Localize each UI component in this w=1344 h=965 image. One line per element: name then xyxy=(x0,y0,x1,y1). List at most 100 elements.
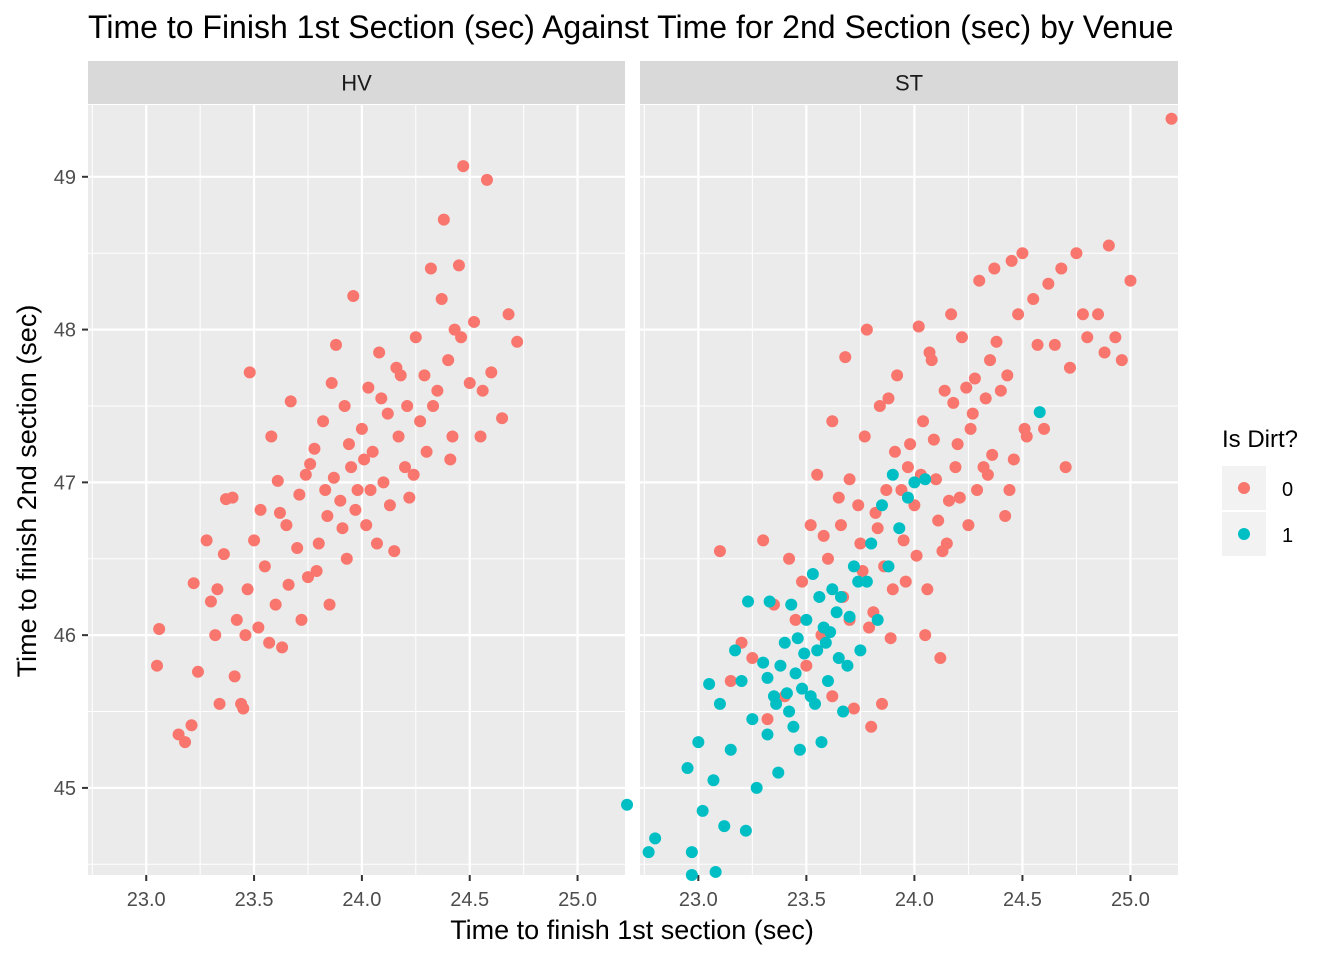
data-point-series-0 xyxy=(360,519,373,532)
data-point-series-1 xyxy=(770,697,783,710)
data-point-series-0 xyxy=(282,578,295,591)
data-point-series-0 xyxy=(789,613,802,626)
data-point-series-1 xyxy=(778,636,791,649)
data-point-series-1 xyxy=(621,798,634,811)
data-point-series-0 xyxy=(323,598,336,611)
data-point-series-1 xyxy=(860,575,873,588)
data-point-series-1 xyxy=(757,656,770,669)
data-point-series-0 xyxy=(994,384,1007,397)
data-point-series-0 xyxy=(1038,422,1051,435)
data-point-series-0 xyxy=(427,399,440,412)
data-point-series-0 xyxy=(942,494,955,507)
data-point-series-0 xyxy=(904,438,917,451)
legend-title: Is Dirt? xyxy=(1222,426,1298,453)
data-point-series-0 xyxy=(953,491,966,504)
data-point-series-0 xyxy=(860,323,873,336)
data-point-series-0 xyxy=(187,577,200,590)
data-point-series-1 xyxy=(791,632,804,645)
data-point-series-0 xyxy=(502,308,515,321)
data-point-series-0 xyxy=(899,575,912,588)
data-point-series-0 xyxy=(351,484,364,496)
data-point-series-1 xyxy=(837,705,850,718)
data-point-series-0 xyxy=(938,384,951,397)
data-point-series-0 xyxy=(930,473,943,486)
legend-key-0 xyxy=(1238,482,1250,494)
data-point-series-0 xyxy=(446,430,459,443)
data-point-series-1 xyxy=(886,468,899,481)
data-point-series-0 xyxy=(269,598,282,611)
data-point-series-0 xyxy=(986,448,999,461)
data-point-series-0 xyxy=(179,736,192,749)
data-point-series-0 xyxy=(424,262,437,275)
y-tick-label: 45 xyxy=(54,778,76,800)
y-tick-label: 48 xyxy=(54,320,76,342)
data-point-series-1 xyxy=(772,766,785,779)
data-point-series-0 xyxy=(485,366,498,379)
data-point-series-0 xyxy=(338,399,351,412)
data-point-series-1 xyxy=(871,613,884,626)
data-point-series-0 xyxy=(321,509,334,522)
data-point-series-0 xyxy=(746,652,759,665)
x-tick-label: 24.0 xyxy=(342,889,381,911)
data-point-series-0 xyxy=(1076,308,1089,321)
data-point-series-1 xyxy=(893,522,906,535)
data-point-series-0 xyxy=(390,361,403,374)
data-point-series-1 xyxy=(718,820,731,833)
x-tick-label: 25.0 xyxy=(1111,889,1150,911)
data-point-series-0 xyxy=(821,552,834,565)
data-point-series-0 xyxy=(934,652,947,665)
data-point-series-1 xyxy=(854,644,867,657)
data-point-series-0 xyxy=(947,396,960,409)
data-point-series-0 xyxy=(153,623,166,636)
data-point-series-0 xyxy=(921,583,934,596)
data-point-series-0 xyxy=(1042,277,1055,290)
data-point-series-1 xyxy=(793,743,806,756)
data-point-series-0 xyxy=(444,453,457,466)
data-point-series-0 xyxy=(204,595,217,608)
data-point-series-0 xyxy=(254,503,267,516)
data-point-series-0 xyxy=(340,552,353,565)
data-point-series-0 xyxy=(310,564,323,577)
data-point-series-1 xyxy=(815,736,828,749)
data-point-series-1 xyxy=(824,626,837,639)
data-point-series-0 xyxy=(960,381,973,394)
data-point-series-0 xyxy=(1059,461,1072,474)
data-point-series-0 xyxy=(912,320,925,333)
data-point-series-1 xyxy=(901,491,914,504)
data-point-series-0 xyxy=(496,412,509,425)
data-point-series-0 xyxy=(373,346,386,359)
data-point-series-1 xyxy=(785,598,798,611)
data-point-series-0 xyxy=(263,636,276,649)
data-point-series-0 xyxy=(299,468,312,481)
data-point-series-0 xyxy=(1055,262,1068,275)
x-tick-label: 23.5 xyxy=(235,889,274,911)
data-point-series-0 xyxy=(191,665,204,678)
data-point-series-0 xyxy=(891,369,904,382)
data-point-series-0 xyxy=(951,438,964,451)
data-point-series-0 xyxy=(880,484,893,496)
data-point-series-1 xyxy=(780,687,793,700)
data-point-series-0 xyxy=(882,392,895,405)
data-point-series-0 xyxy=(826,415,839,428)
x-tick-label: 23.5 xyxy=(787,889,826,911)
data-point-series-0 xyxy=(237,702,250,715)
data-point-series-0 xyxy=(981,468,994,481)
data-point-series-0 xyxy=(988,262,1001,275)
data-point-series-1 xyxy=(798,647,811,660)
data-point-series-0 xyxy=(284,395,297,408)
data-point-series-0 xyxy=(308,442,321,455)
facet-strip-st xyxy=(640,61,1178,104)
data-point-series-0 xyxy=(884,632,897,645)
data-point-series-0 xyxy=(724,674,737,687)
data-point-series-0 xyxy=(435,293,448,306)
data-point-series-1 xyxy=(750,781,763,794)
data-point-series-0 xyxy=(336,522,349,535)
facet-strip-hv xyxy=(88,61,625,104)
data-point-series-0 xyxy=(796,575,809,588)
x-tick-label: 24.0 xyxy=(895,889,934,911)
data-point-series-0 xyxy=(271,474,284,487)
data-point-series-1 xyxy=(763,595,776,608)
data-point-series-1 xyxy=(847,560,860,573)
data-point-series-0 xyxy=(834,519,847,532)
data-point-series-1 xyxy=(681,762,694,775)
